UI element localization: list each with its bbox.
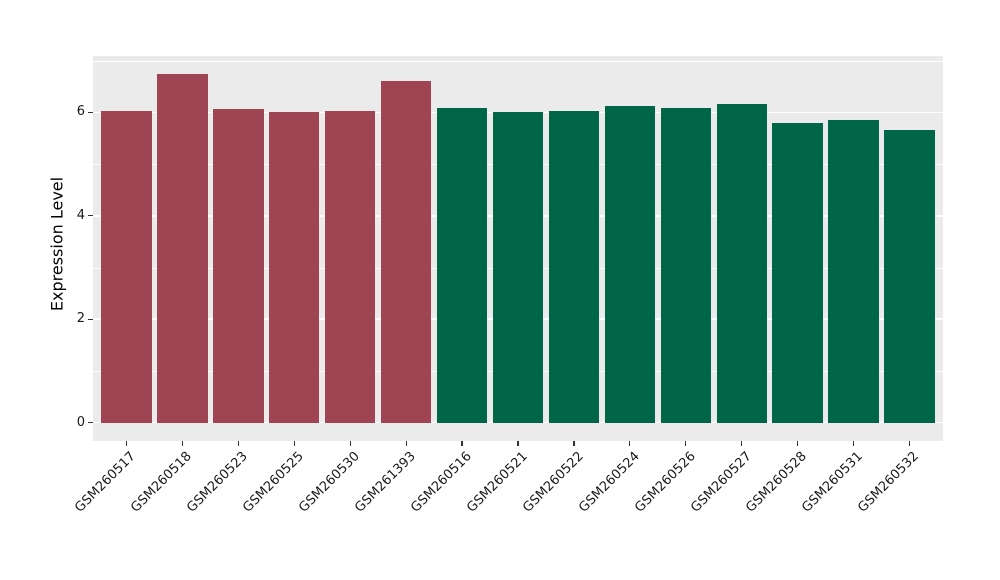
x-axis-tick xyxy=(797,441,799,446)
bar xyxy=(772,123,823,423)
bar xyxy=(828,120,879,423)
x-axis-tick xyxy=(293,441,295,446)
y-axis-tick xyxy=(88,422,93,424)
y-axis-tick xyxy=(88,215,93,217)
x-axis-tick xyxy=(685,441,687,446)
bar xyxy=(213,108,264,423)
x-axis-tick xyxy=(125,441,128,446)
x-axis-tick xyxy=(573,441,575,446)
x-axis-tick xyxy=(181,441,184,446)
bar xyxy=(716,103,767,423)
x-axis-tick xyxy=(237,441,239,446)
bar xyxy=(548,111,600,423)
bar xyxy=(436,108,488,423)
plot-panel xyxy=(93,56,943,441)
y-tick-label: 6 xyxy=(76,104,85,120)
bar xyxy=(660,108,711,423)
y-tick-label: 4 xyxy=(76,207,85,223)
major-gridline xyxy=(93,421,943,424)
y-tick-label: 2 xyxy=(76,311,85,327)
x-axis-tick xyxy=(852,441,855,446)
bar xyxy=(325,110,376,423)
bar xyxy=(269,111,320,423)
x-axis-tick xyxy=(349,441,351,446)
x-axis-tick xyxy=(405,441,407,446)
y-tick-label: 0 xyxy=(76,414,85,430)
bar xyxy=(157,73,208,423)
y-axis-title: Expression Level xyxy=(47,176,67,312)
x-axis-tick xyxy=(629,441,631,446)
bar xyxy=(604,106,655,423)
x-axis-tick xyxy=(908,441,911,446)
x-axis-tick xyxy=(741,441,743,446)
bar xyxy=(380,80,432,423)
bar xyxy=(884,130,935,423)
x-axis-tick xyxy=(517,441,519,446)
bar xyxy=(492,111,544,423)
minor-gridline xyxy=(93,60,943,62)
y-axis-tick xyxy=(88,111,93,113)
y-axis-tick xyxy=(88,318,93,320)
x-axis-tick xyxy=(461,441,463,446)
bar xyxy=(101,111,152,423)
